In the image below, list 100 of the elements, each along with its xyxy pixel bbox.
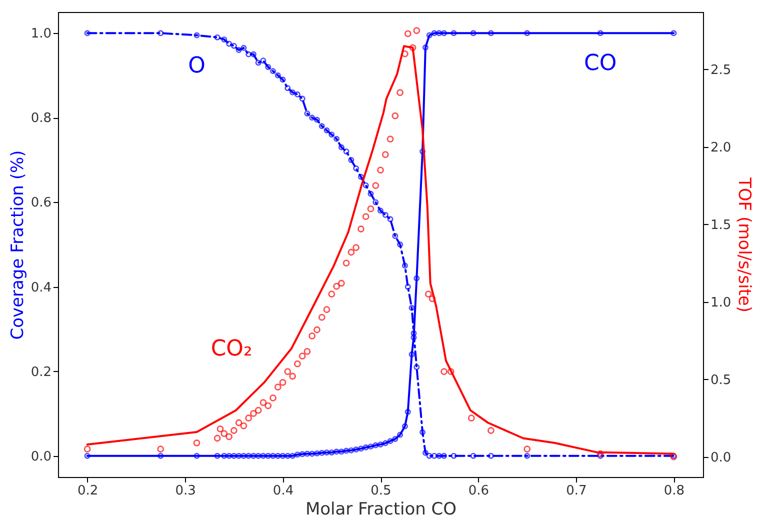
point [358,226,364,232]
point [298,352,306,360]
point [422,450,428,456]
point [488,30,494,36]
point [260,452,266,459]
point [362,182,369,188]
point [235,419,242,426]
point [372,442,379,448]
point [440,368,448,376]
point [348,447,354,454]
point [392,436,398,442]
point [358,174,364,180]
point [236,452,242,459]
point [299,96,306,102]
y2-tick-label: 0.0 [710,450,732,466]
point [304,348,311,355]
point [409,44,416,52]
x-tick-label: 0.3 [175,484,196,498]
point [324,127,330,134]
point [338,144,344,150]
point [487,427,494,434]
y-axis-title: Coverage Fraction (%) [8,150,28,340]
point [362,444,369,450]
point [324,449,330,456]
y2-tick-label: 2.5 [710,62,732,78]
point [402,262,408,269]
x-tick-label: 0.6 [468,484,490,498]
point [524,30,530,36]
point [255,60,262,66]
series-label: CO₂ [210,336,252,362]
point [309,450,316,457]
point [318,314,326,321]
point [84,446,91,453]
point [426,452,432,459]
point [274,384,282,391]
point [289,372,296,380]
y2-tick-label: 1.0 [710,295,732,310]
point [294,91,300,98]
x-tick-label: 0.2 [77,484,98,498]
point [436,30,442,36]
point [348,248,355,256]
point [270,452,276,459]
series-label: O [188,53,206,78]
point [422,44,428,50]
y2-tick-label: 2.0 [710,140,732,156]
point [214,434,221,442]
point [334,448,340,455]
point [230,42,237,49]
point [216,426,224,432]
point [338,448,344,455]
point [290,452,296,459]
x-tick-label: 0.5 [370,484,392,498]
point [372,182,380,190]
point [524,452,530,459]
point [265,64,272,70]
point [428,295,436,302]
point [260,58,266,64]
y2-tick-label: 0.5 [710,372,732,388]
point [323,306,330,314]
point [488,452,494,459]
point [284,452,291,459]
point [397,242,404,248]
y-tick-label: 0.4 [30,280,52,296]
point [250,51,256,58]
point [470,452,476,459]
x-tick-label: 0.7 [566,484,587,498]
point [230,427,238,434]
point [314,450,320,456]
point [270,68,276,74]
point [414,275,420,282]
point [378,208,384,214]
point [413,27,420,34]
point [392,233,398,240]
point [214,34,220,40]
point [410,334,417,340]
point [194,32,200,38]
point [221,36,228,42]
point [328,449,335,456]
point [441,452,448,459]
point [353,165,360,172]
point [157,446,164,453]
point [246,452,252,459]
point [290,89,296,96]
point [597,452,604,459]
point [240,44,247,51]
point [250,452,256,459]
point [414,364,420,370]
point [240,422,248,430]
point [367,205,374,212]
point [221,452,228,459]
point [368,190,374,197]
point [318,123,325,130]
x-tick-label: 0.8 [664,484,685,498]
point [294,452,300,458]
point [441,30,448,36]
point [368,444,374,450]
point [468,414,475,422]
point [309,114,316,121]
point [426,32,432,38]
point [404,30,412,38]
